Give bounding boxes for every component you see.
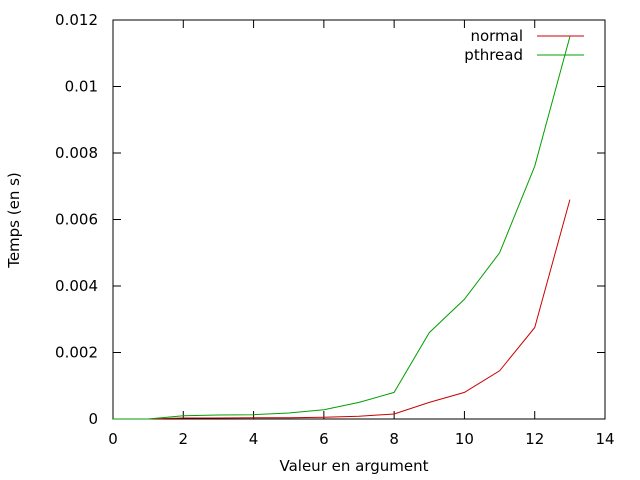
y-tick-label: 0.012 [55,11,98,29]
y-tick-label: 0.006 [55,211,98,229]
y-axis-title: Temps (en s) [5,172,23,269]
x-tick-label: 14 [595,430,614,448]
x-tick-label: 4 [249,430,259,448]
series-group [113,36,571,420]
x-tick-label: 6 [319,430,329,448]
legend-label-normal: normal [470,27,523,45]
plot-frame [112,19,606,420]
x-tick-label: 12 [525,430,544,448]
y-tick-label: 0.002 [55,344,98,362]
x-tick-label: 8 [389,430,399,448]
y-tick-label: 0 [88,410,98,428]
y-tick-label: 0.01 [65,78,98,96]
x-axis-title: Valeur en argument [280,457,429,475]
y-tick-label: 0.008 [55,144,98,162]
axis-ticks: 0 2 4 6 8 10 12 14 0 0.002 0.004 0.006 0.008 0.01 0.01… [55,11,615,448]
y-tick-label: 0.004 [55,277,98,295]
x-tick-label: 10 [455,430,474,448]
x-tick-label: 0 [108,430,118,448]
series-line-pthread [113,36,571,420]
legend-label-pthread: pthread [464,46,523,64]
series-line-normal [113,199,571,420]
x-tick-label: 2 [179,430,189,448]
